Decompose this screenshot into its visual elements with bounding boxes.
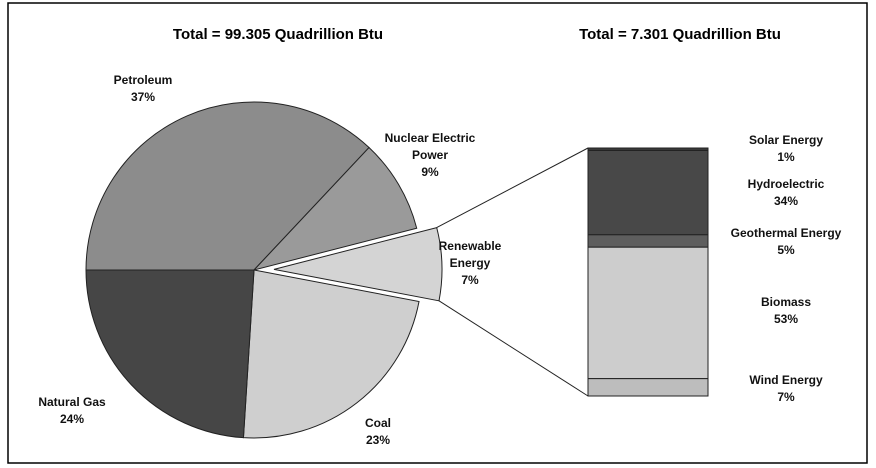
connector [438, 300, 589, 397]
slice-label: Renewable Energy [438, 239, 502, 270]
slice-value-label: 23% [365, 433, 391, 447]
segment-label: Hydroelectric [747, 177, 825, 191]
slice-value-label: 24% [59, 412, 85, 426]
pie-title: Total = 99.305 Quadrillion Btu [172, 26, 384, 43]
segment-label: Wind Energy [749, 373, 823, 387]
segment-value-label: 5% [777, 243, 795, 257]
slice-value-label: 37% [130, 90, 156, 104]
bar-segment [587, 234, 709, 248]
slice-label: Coal [364, 416, 391, 430]
pie-slice [85, 101, 370, 271]
slice-label: Natural Gas [38, 395, 106, 409]
segment-label: Geothermal Energy [730, 226, 842, 240]
pie-slice [85, 269, 255, 439]
frame [7, 2, 868, 464]
connector [436, 147, 589, 229]
bar-segment [587, 246, 709, 380]
slice-value-label: 7% [461, 273, 479, 287]
slice-label: Petroleum [113, 73, 173, 87]
segment-value-label: 34% [773, 194, 799, 208]
bar-segment [587, 149, 709, 236]
segment-value-label: 7% [777, 390, 795, 404]
slice-label: Nuclear Electric Power [384, 131, 476, 162]
segment-value-label: 1% [777, 150, 795, 164]
segment-label: Biomass [760, 295, 812, 309]
segment-label: Solar Energy [748, 133, 824, 147]
slice-value-label: 9% [421, 165, 439, 179]
bar-title: Total = 7.301 Quadrillion Btu [579, 26, 781, 43]
segment-value-label: 53% [773, 312, 799, 326]
bar-segment [587, 378, 709, 397]
pie-slice [252, 146, 418, 271]
pie-slice [242, 269, 420, 439]
pie-slice [273, 226, 443, 302]
